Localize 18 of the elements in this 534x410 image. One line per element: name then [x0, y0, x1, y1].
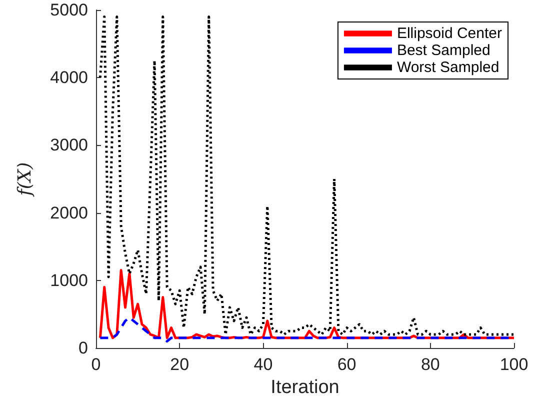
x-tick-label: 0 — [91, 355, 101, 374]
y-tick-label: 1000 — [50, 270, 88, 290]
x-tick-label: 20 — [170, 355, 190, 374]
x-tick-label: 100 — [500, 355, 528, 374]
y-tick-label: 4000 — [50, 68, 88, 88]
legend-label: Ellipsoid Center — [396, 25, 502, 42]
y-tick-label: 0 — [78, 338, 88, 358]
x-axis-title: Iteration — [270, 377, 340, 398]
line-series — [98, 16, 516, 336]
x-tick-label: 80 — [420, 355, 440, 374]
x-tick-label: 40 — [254, 355, 273, 374]
y-tick-label: 3000 — [50, 136, 88, 155]
legend-label: Worst Sampled — [396, 59, 500, 76]
y-tick-label: 2000 — [50, 203, 88, 222]
y-tick-label: 5000 — [50, 0, 88, 20]
legend-label: Best Sampled — [396, 42, 490, 59]
x-tick-label: 60 — [337, 355, 356, 374]
y-axis-title: f(X) — [14, 162, 36, 198]
